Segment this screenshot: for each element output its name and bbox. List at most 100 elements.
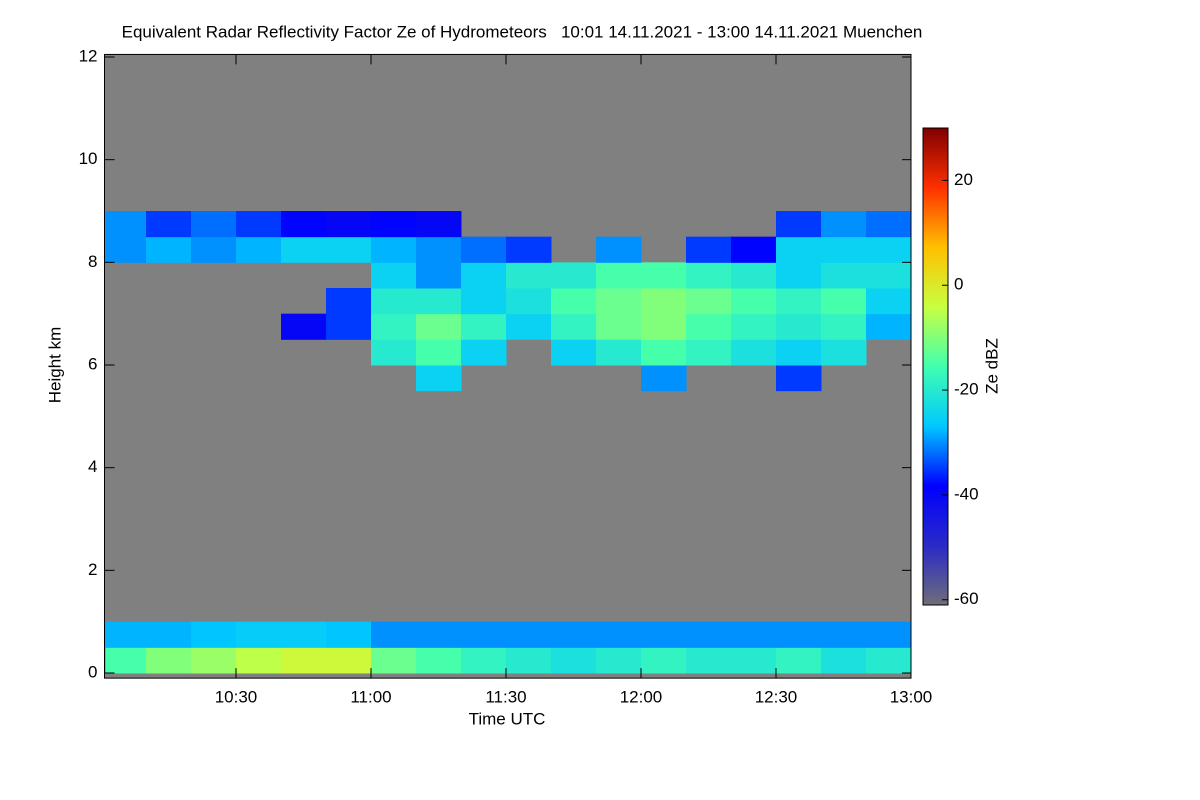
heatmap-cell	[821, 211, 867, 238]
heatmap-cell	[326, 647, 372, 674]
plot-frame	[104, 53, 912, 679]
heatmap-cell	[416, 211, 462, 238]
heatmap-cell	[236, 621, 282, 648]
x-axis-label: Time UTC	[469, 709, 546, 728]
heatmap-cell	[551, 621, 597, 648]
heatmap-cell	[776, 339, 822, 366]
colorbar-label: Ze dBZ	[982, 338, 1001, 394]
heatmap-cell	[416, 262, 462, 289]
x-tick-label: 12:00	[620, 688, 663, 707]
heatmap-cell	[596, 288, 642, 315]
heatmap-cell	[731, 236, 777, 263]
heatmap-cell	[461, 313, 507, 340]
heatmap-cell	[641, 365, 687, 392]
heatmap-cell	[371, 211, 417, 238]
heatmap-cell	[371, 339, 417, 366]
heatmap-cell	[105, 647, 147, 674]
colorbar-tick-label: -40	[954, 484, 979, 503]
heatmap-cell	[105, 621, 147, 648]
y-tick-label: 10	[79, 149, 98, 168]
heatmap-cell	[641, 313, 687, 340]
heatmap-cell	[191, 236, 237, 263]
heatmap-cell	[551, 313, 597, 340]
heatmap-cell	[371, 647, 417, 674]
heatmap-cell	[326, 211, 372, 238]
heatmap-cell	[371, 621, 417, 648]
x-tick-label: 12:30	[755, 688, 798, 707]
heatmap-cell	[506, 262, 552, 289]
y-axis-label: Height km	[45, 327, 64, 404]
heatmap-cell	[506, 647, 552, 674]
heatmap-cell	[551, 647, 597, 674]
heatmap-cell	[191, 211, 237, 238]
heatmap-cell	[416, 621, 462, 648]
heatmap-cell	[236, 211, 282, 238]
heatmap-cell	[821, 288, 867, 315]
heatmap-cell	[191, 647, 237, 674]
heatmap-cell	[596, 236, 642, 263]
heatmap-cell	[866, 236, 912, 263]
heatmap-cell	[416, 313, 462, 340]
heatmap-cell	[416, 236, 462, 263]
heatmap-cell	[506, 313, 552, 340]
heatmap-cell	[641, 647, 687, 674]
heatmap-cell	[461, 262, 507, 289]
heatmap-cell	[776, 211, 822, 238]
heatmap-cell	[821, 313, 867, 340]
x-tick-label: 10:30	[215, 688, 258, 707]
heatmap-cell	[416, 647, 462, 674]
heatmap-cell	[776, 236, 822, 263]
heatmap-cell	[281, 621, 327, 648]
heatmap-cell	[326, 236, 372, 263]
heatmap-cell	[821, 621, 867, 648]
heatmap-cell	[281, 236, 327, 263]
colorbar-tick-label: -60	[954, 589, 979, 608]
heatmap-cell	[596, 621, 642, 648]
heatmap-cell	[776, 313, 822, 340]
heatmap-cell	[506, 621, 552, 648]
x-tick-label: 13:00	[890, 688, 933, 707]
x-tick-label: 11:30	[485, 688, 526, 707]
heatmap-cell	[326, 313, 372, 340]
heatmap-cell	[371, 313, 417, 340]
heatmap-cell	[641, 339, 687, 366]
heatmap-cell	[416, 365, 462, 392]
colorbar-tick-label: -20	[954, 380, 979, 399]
y-tick-label: 6	[88, 354, 97, 373]
heatmap-cell	[461, 647, 507, 674]
heatmap-cell	[776, 288, 822, 315]
heatmap-cell	[371, 236, 417, 263]
heatmap-cell	[686, 236, 732, 263]
heatmap-cell	[776, 621, 822, 648]
heatmap-cell	[821, 262, 867, 289]
colorbar-tick-label: 0	[954, 275, 963, 294]
heatmap-cell	[866, 621, 912, 648]
heatmap-cell	[326, 621, 372, 648]
heatmap-cell	[731, 647, 777, 674]
heatmap-cell	[596, 313, 642, 340]
heatmap-cell	[371, 262, 417, 289]
heatmap-cell	[686, 647, 732, 674]
heatmap-cell	[641, 621, 687, 648]
heatmap-cell	[596, 339, 642, 366]
heatmap-cell	[641, 288, 687, 315]
colorbar-tick-label: 20	[954, 170, 973, 189]
y-tick-label: 12	[79, 46, 98, 65]
heatmap-cell	[686, 621, 732, 648]
x-tick-label: 11:00	[350, 688, 391, 707]
heatmap-cell	[506, 288, 552, 315]
heatmap-cell	[551, 262, 597, 289]
heatmap-cell	[821, 339, 867, 366]
chart-title: Equivalent Radar Reflectivity Factor Ze …	[122, 22, 923, 41]
heatmap-cell	[371, 288, 417, 315]
heatmap-cell	[731, 313, 777, 340]
heatmap-cell	[596, 647, 642, 674]
heatmap-cell	[731, 339, 777, 366]
heatmap-cell	[281, 211, 327, 238]
heatmap-cell	[686, 262, 732, 289]
heatmap-cell	[596, 262, 642, 289]
heatmap-cell	[416, 288, 462, 315]
heatmap-cell	[686, 288, 732, 315]
colorbar	[922, 127, 949, 606]
